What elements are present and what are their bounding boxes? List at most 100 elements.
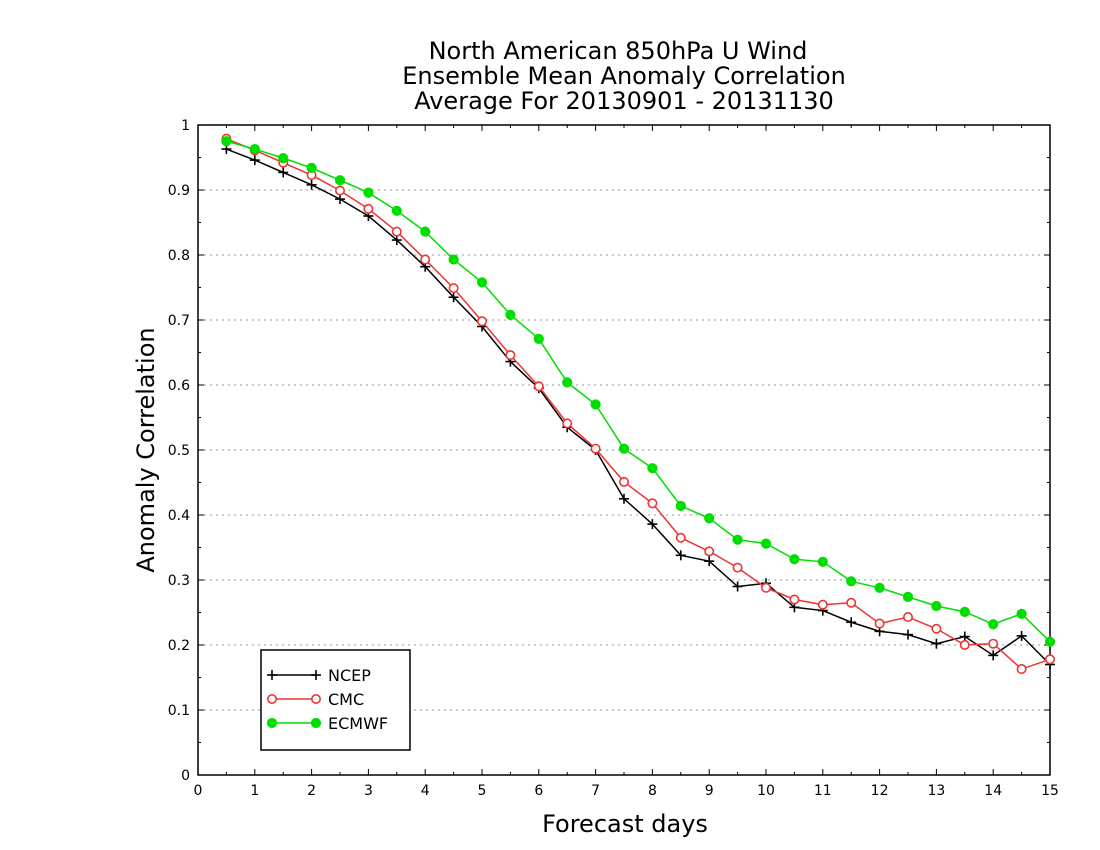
data-point-ecmwf [988,619,999,630]
legend-marker-cmc [266,693,277,704]
legend-marker-ecmwf [266,717,278,729]
data-point-ncep [1016,630,1027,641]
series-line-cmc [226,137,1051,670]
data-point-cmc [647,498,658,509]
data-point-ncep [704,556,715,567]
grid [198,189,1050,711]
data-point-ecmwf [760,538,772,549]
data-point-ecmwf [221,136,232,147]
y-tick-label: 1 [181,118,190,134]
data-point-ncep [619,493,629,504]
data-point-cmc [334,185,345,196]
data-point-cmc [704,546,715,557]
data-point-cmc [562,418,573,429]
series-ncep [221,144,1055,670]
data-point-cmc [732,562,743,573]
data-point-ecmwf [647,463,658,474]
x-tick-label: 4 [421,783,430,799]
data-point-cmc [448,283,459,294]
x-axis-label: Forecast days [542,810,708,838]
x-tick-label: 7 [591,783,600,799]
data-point-cmc [476,316,487,327]
data-point-ecmwf [334,175,346,186]
data-point-cmc [505,350,516,361]
data-point-ecmwf [590,399,601,410]
data-point-ecmwf [249,143,260,155]
legend-label-ncep: NCEP [328,666,371,685]
data-point-cmc [789,594,800,605]
x-tick-label: 9 [705,783,714,799]
series-group [221,133,1056,675]
series-line-ecmwf [226,140,1051,643]
axis-ticks: 0 1 2 3 4 5 6 7 8 9 10 11 12 13 14 1500.10.20.30.40.50.… [168,118,1059,799]
x-tick-label: 3 [364,783,373,799]
y-tick-label: 0.6 [168,378,190,394]
data-point-ecmwf [618,443,630,454]
data-point-ecmwf [931,600,942,612]
data-point-ncep [306,179,317,190]
data-point-cmc [533,381,544,392]
data-point-cmc [760,582,771,593]
data-point-ecmwf [846,576,857,587]
data-point-ecmwf [675,500,686,511]
x-tick-label: 2 [307,783,316,799]
data-point-cmc [363,203,374,214]
y-tick-label: 0.8 [168,248,190,264]
data-point-cmc [846,597,857,608]
data-point-ncep [732,581,743,592]
data-point-cmc [988,638,999,649]
x-tick-label: 10 [757,783,775,799]
legend-marker-ncep [311,670,321,680]
chart-title-line-1: North American 850hPa U Wind [429,37,808,65]
data-point-ecmwf [874,582,885,593]
y-tick-label: 0.4 [168,508,190,524]
legend-label-cmc: CMC [328,690,364,709]
data-point-ecmwf [704,513,715,524]
legend-marker-cmc [310,693,321,704]
data-point-ecmwf [902,591,914,603]
data-point-ncep [675,550,686,561]
x-tick-label: 1 [250,783,259,799]
data-point-cmc [817,599,828,610]
legend-marker-ecmwf [310,717,322,729]
data-point-ncep [249,155,260,166]
data-point-ncep [448,292,459,303]
y-tick-label: 0.3 [168,573,190,589]
data-point-cmc [618,476,629,487]
data-point-cmc [420,254,431,265]
data-point-ecmwf [562,377,573,388]
data-point-ecmwf [363,187,374,198]
x-tick-label: 15 [1041,783,1059,799]
series-cmc [221,133,1056,675]
series-line-ncep [226,148,1051,666]
data-point-cmc [391,226,402,237]
data-point-ncep [647,519,658,530]
chart-title-line-3: Average For 20130901 - 20131130 [414,87,834,115]
data-point-ncep [988,650,999,661]
y-tick-label: 0 [181,768,190,784]
data-point-ecmwf [448,254,459,265]
data-point-cmc [590,443,601,454]
data-point-ecmwf [505,309,516,320]
x-tick-label: 5 [478,783,487,799]
data-point-ncep [391,235,402,246]
y-tick-label: 0.5 [168,443,190,459]
data-point-cmc [675,532,686,543]
data-point-ncep [846,617,857,628]
y-tick-label: 0.7 [168,313,190,329]
x-tick-label: 0 [194,783,203,799]
legend-marker-ncep [267,670,277,680]
data-point-ncep [903,629,913,640]
data-point-ecmwf [732,534,743,545]
data-point-cmc [1045,654,1056,665]
x-tick-label: 11 [814,783,832,799]
data-point-ecmwf [476,277,488,288]
data-point-cmc [931,623,942,634]
x-tick-label: 13 [927,783,945,799]
data-point-ncep [959,631,970,642]
data-point-cmc [1016,664,1027,675]
data-point-ecmwf [278,153,289,164]
x-tick-label: 12 [871,783,889,799]
data-point-ecmwf [391,205,402,216]
